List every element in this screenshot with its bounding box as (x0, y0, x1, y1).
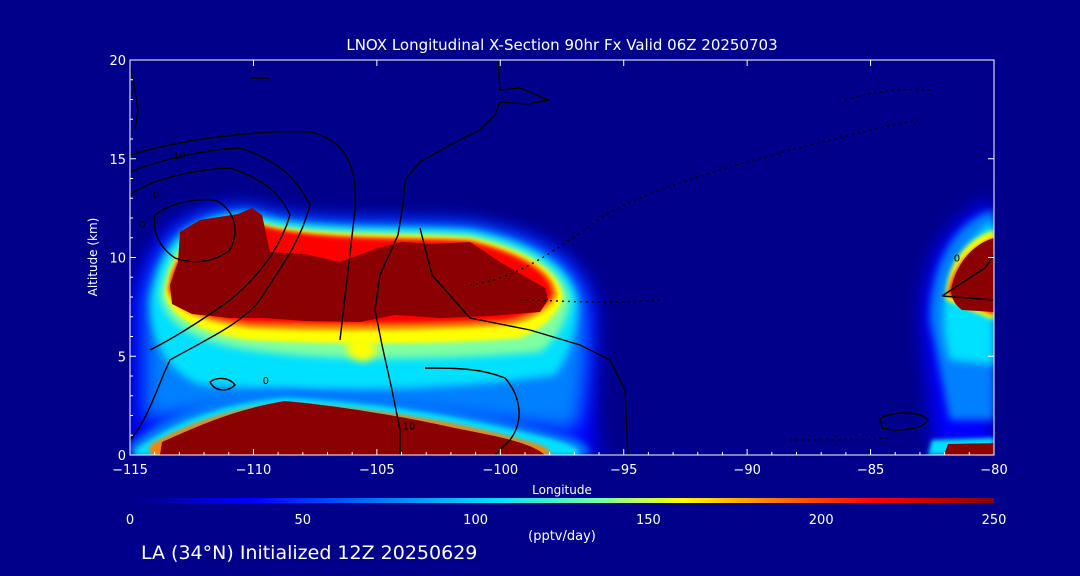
x-tick-label: −100 (482, 463, 518, 478)
max-east (951, 238, 994, 312)
colorbar-tick-label: 100 (463, 513, 488, 528)
x-tick-label: −115 (112, 463, 148, 478)
y-axis: 0 5 10 15 20 (109, 54, 994, 464)
contour-labels: 10 0 0 0 10 0 (139, 151, 960, 433)
max-east-surface (944, 443, 994, 455)
colorbar-tick-label: 250 (982, 513, 1007, 528)
heatmap-field (130, 60, 994, 455)
x-tick-label: −95 (610, 463, 637, 478)
max-lower (160, 401, 545, 455)
colorbar-tick-label: 200 (809, 513, 834, 528)
x-tick-label: −85 (857, 463, 884, 478)
y-tick-label: 20 (109, 54, 126, 69)
footer-init-info: LA (34°N) Initialized 12Z 20250629 (141, 542, 478, 564)
field-lower-maximum (130, 390, 590, 455)
colorbar-scale (130, 498, 994, 503)
colorbar: 0 50 100 150 200 250 (pptv/day) (126, 498, 1007, 544)
x-tick-label: −90 (733, 463, 760, 478)
x-tick-label: −105 (359, 463, 395, 478)
colorbar-label: (pptv/day) (528, 529, 596, 544)
x-axis-label: Longitude (532, 483, 592, 497)
contour-label: 0 (263, 376, 269, 387)
x-tick-label: −110 (236, 463, 272, 478)
contour-label: 0 (954, 253, 960, 264)
contour-label: 0 (139, 220, 145, 231)
colorbar-tick-label: 50 (295, 513, 312, 528)
contour-label: 10 (403, 421, 416, 432)
x-tick-label: −80 (980, 463, 1007, 478)
chart-title: LNOX Longitudinal X-Section 90hr Fx Vali… (346, 36, 777, 54)
y-axis-label: Altitude (km) (86, 218, 100, 297)
colorbar-ticks: 0 50 100 150 200 250 (126, 513, 1007, 528)
y-tick-label: 5 (118, 350, 126, 365)
contour-label: 10 (173, 151, 186, 162)
y-tick-label: 0 (118, 449, 126, 464)
x-axis: −115 −110 −105 −100 −95 −90 −85 −80 (112, 60, 1008, 478)
contours (130, 61, 994, 455)
field-upper-maximum (130, 205, 600, 455)
y-tick-label: 10 (109, 252, 126, 267)
colorbar-tick-label: 150 (636, 513, 661, 528)
y-tick-label: 15 (109, 153, 126, 168)
field-east-maximum (921, 200, 994, 455)
contour-label: 0 (153, 190, 159, 201)
colorbar-tick-label: 0 (126, 513, 134, 528)
